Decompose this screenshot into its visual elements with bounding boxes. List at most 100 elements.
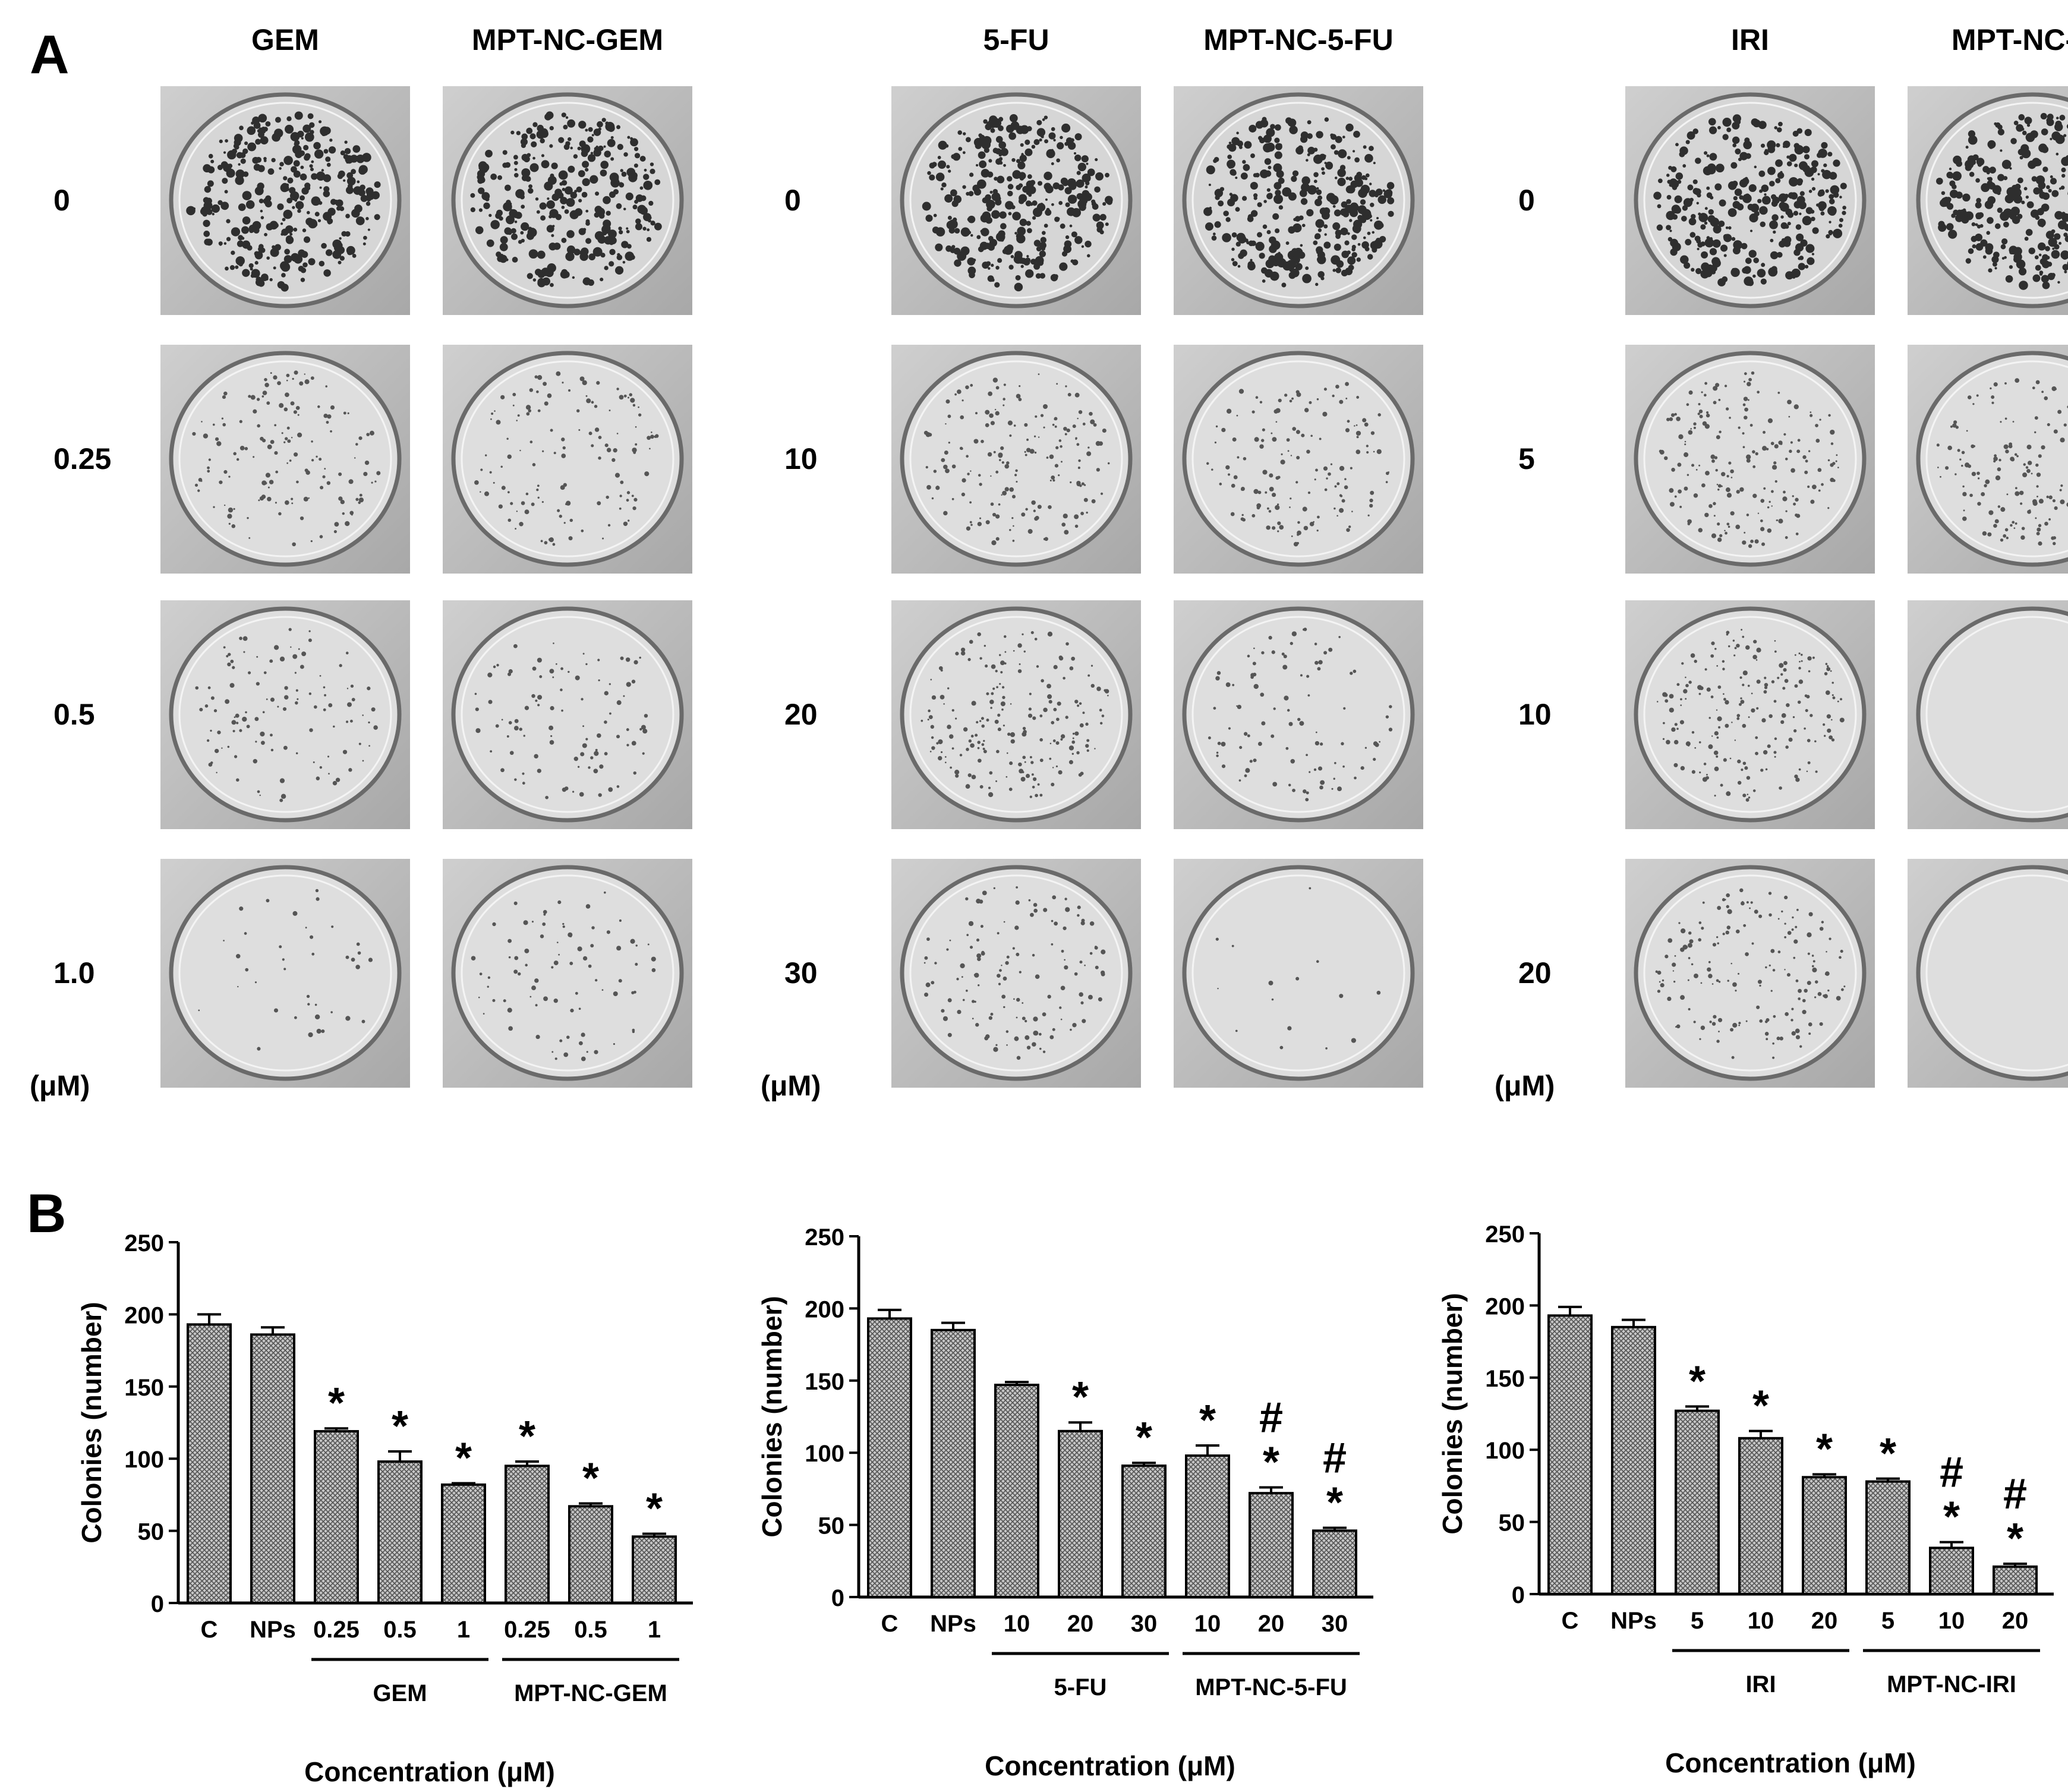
group-label: IRI <box>1745 1671 1776 1697</box>
bar <box>1611 1325 1656 1595</box>
colony-dish-image <box>443 600 692 829</box>
concentration-label: 0 <box>53 183 70 217</box>
y-tick-label: 150 <box>1485 1366 1525 1392</box>
x-tick-label: 20 <box>2002 1608 2029 1634</box>
bar <box>1058 1429 1103 1598</box>
x-tick-label: 20 <box>1811 1608 1838 1634</box>
concentration-label: 10 <box>1518 697 1552 731</box>
column-header: MPT-NC-5-FU <box>1203 23 1394 56</box>
bar <box>1547 1314 1593 1595</box>
concentration-label: 0.25 <box>53 442 112 475</box>
colony-dish-image <box>160 600 410 829</box>
concentration-label: 0.5 <box>53 697 95 731</box>
significance-mark: * <box>455 1434 472 1482</box>
y-tick-label: 100 <box>1485 1438 1525 1464</box>
x-axis-label: Concentration (μM) <box>985 1750 1235 1781</box>
significance-mark: * <box>1816 1425 1833 1473</box>
bar <box>187 1323 232 1604</box>
significance-mark: * <box>1689 1358 1706 1405</box>
x-tick-label: 10 <box>1194 1611 1221 1637</box>
colony-dish-image <box>443 859 692 1088</box>
colony-dish-image <box>160 86 410 315</box>
concentration-label: 20 <box>1518 956 1552 990</box>
significance-mark: * <box>1326 1479 1343 1526</box>
x-tick-label: C <box>201 1617 218 1643</box>
significance-mark: * <box>1263 1438 1279 1486</box>
y-tick-label: 200 <box>124 1302 164 1328</box>
y-axis-label: Colonies (number) <box>1437 1293 1468 1534</box>
column-header: IRI <box>1731 23 1769 56</box>
y-tick-label: 50 <box>138 1519 165 1545</box>
x-tick-label: 5 <box>1691 1608 1704 1634</box>
bar <box>1993 1565 2038 1595</box>
significance-mark: # <box>1940 1449 1963 1497</box>
colony-dish-image <box>160 345 410 574</box>
bar <box>1675 1409 1720 1595</box>
column-header: GEM <box>251 23 319 56</box>
unit-label: (μM) <box>1495 1070 1555 1102</box>
bar <box>867 1317 912 1598</box>
group-label: MPT-NC-GEM <box>514 1680 667 1706</box>
bar <box>314 1430 359 1604</box>
colony-dish-image <box>1908 345 2068 574</box>
colony-dish-image <box>1908 86 2068 315</box>
bar <box>441 1483 486 1604</box>
x-axis-label: Concentration (μM) <box>304 1756 555 1787</box>
x-axis-label: Concentration (μM) <box>1665 1747 1916 1778</box>
bar <box>1185 1454 1230 1598</box>
x-tick-label: 10 <box>1748 1608 1774 1634</box>
colony-dish-image <box>1908 859 2068 1088</box>
significance-mark: # <box>1323 1434 1347 1482</box>
group-label: GEM <box>373 1680 427 1706</box>
x-tick-label: 0.5 <box>574 1617 607 1643</box>
group-label: MPT-NC-IRI <box>1887 1671 2016 1697</box>
x-tick-label: 20 <box>1067 1611 1094 1637</box>
significance-mark: * <box>582 1454 599 1502</box>
colony-dish-image <box>1174 859 1423 1088</box>
colony-dish-image <box>443 86 692 315</box>
unit-label: (μM) <box>761 1070 821 1102</box>
x-tick-label: 30 <box>1131 1611 1158 1637</box>
colony-dish-image <box>891 859 1141 1088</box>
colony-dish-image <box>1174 345 1423 574</box>
bar <box>1121 1465 1167 1598</box>
panel-b-letter: B <box>27 1183 67 1244</box>
significance-mark: # <box>2003 1470 2027 1518</box>
colony-dish-image <box>1908 600 2068 829</box>
bar <box>1802 1476 1847 1595</box>
group-label: MPT-NC-5-FU <box>1195 1674 1347 1700</box>
concentration-label: 10 <box>784 442 818 475</box>
column-header: MPT-NC-IRI <box>1951 23 2068 56</box>
y-tick-label: 150 <box>805 1369 844 1395</box>
colony-dish-image <box>160 859 410 1088</box>
bar <box>1312 1529 1357 1599</box>
x-tick-label: 30 <box>1322 1611 1348 1637</box>
concentration-label: 0 <box>1518 183 1535 217</box>
bar <box>931 1328 976 1598</box>
significance-mark: * <box>1199 1397 1216 1444</box>
bar <box>1865 1480 1911 1596</box>
colony-dish-image <box>1625 859 1875 1088</box>
colony-dish-image <box>1625 86 1875 315</box>
x-tick-label: 1 <box>648 1617 661 1643</box>
significance-mark: * <box>519 1413 535 1460</box>
colony-dish-image <box>891 345 1141 574</box>
y-tick-label: 200 <box>805 1296 844 1322</box>
significance-mark: * <box>1752 1382 1769 1430</box>
concentration-label: 30 <box>784 956 818 990</box>
y-tick-label: 50 <box>1499 1510 1525 1536</box>
significance-mark: * <box>392 1403 408 1450</box>
colony-dish-image <box>891 600 1141 829</box>
y-tick-label: 200 <box>1485 1293 1525 1319</box>
bar <box>377 1460 423 1604</box>
significance-mark: * <box>1136 1414 1152 1462</box>
y-axis-label: Colonies (number) <box>76 1302 107 1543</box>
bar <box>568 1505 613 1604</box>
y-tick-label: 250 <box>805 1224 844 1251</box>
panel-a-letter: A <box>30 24 70 85</box>
bar <box>505 1465 550 1604</box>
bar <box>1249 1492 1294 1599</box>
significance-mark: * <box>1943 1494 1960 1541</box>
significance-mark: * <box>646 1485 663 1532</box>
